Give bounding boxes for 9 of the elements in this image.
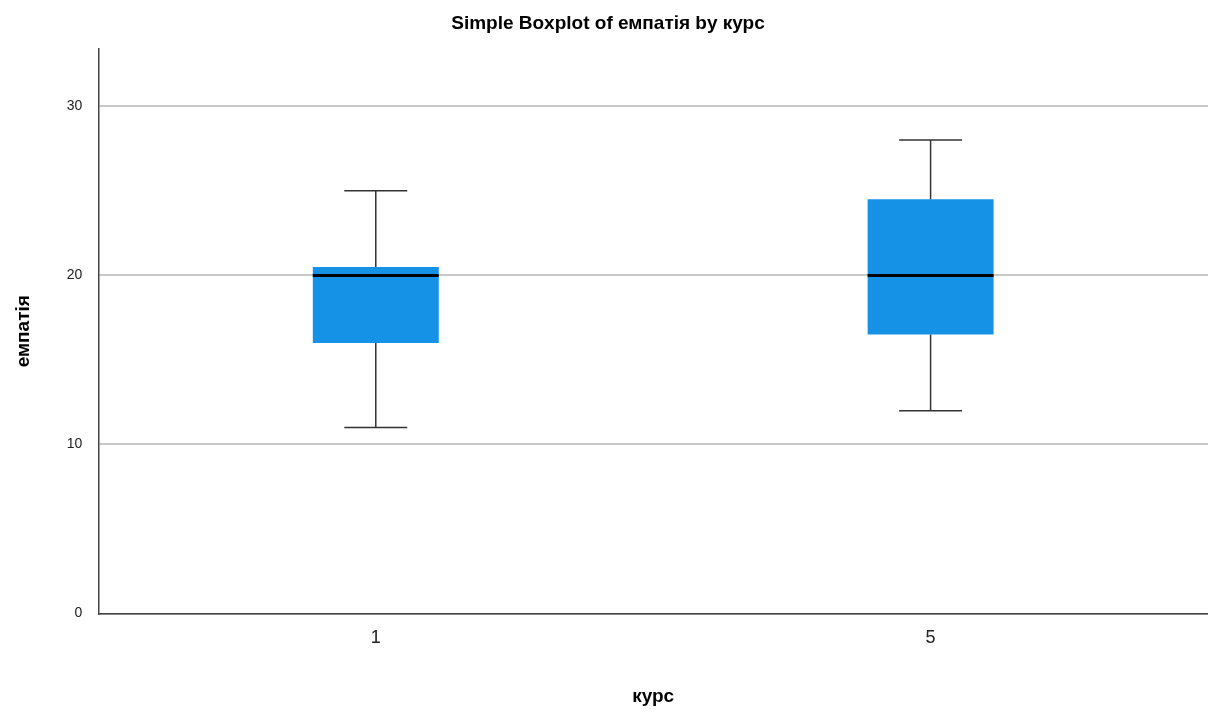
- chart-title: Simple Boxplot of емпатія by курс: [451, 11, 766, 33]
- y-axis-title: емпатія: [11, 295, 33, 368]
- y-tick-label: 20: [66, 266, 83, 283]
- x-tick-label: 5: [925, 627, 936, 648]
- x-axis-title: курс: [632, 684, 675, 706]
- x-tick-label: 1: [370, 627, 381, 648]
- y-tick-label: 30: [66, 97, 83, 114]
- y-tick-label: 10: [66, 435, 83, 452]
- y-tick-label: 0: [74, 604, 83, 621]
